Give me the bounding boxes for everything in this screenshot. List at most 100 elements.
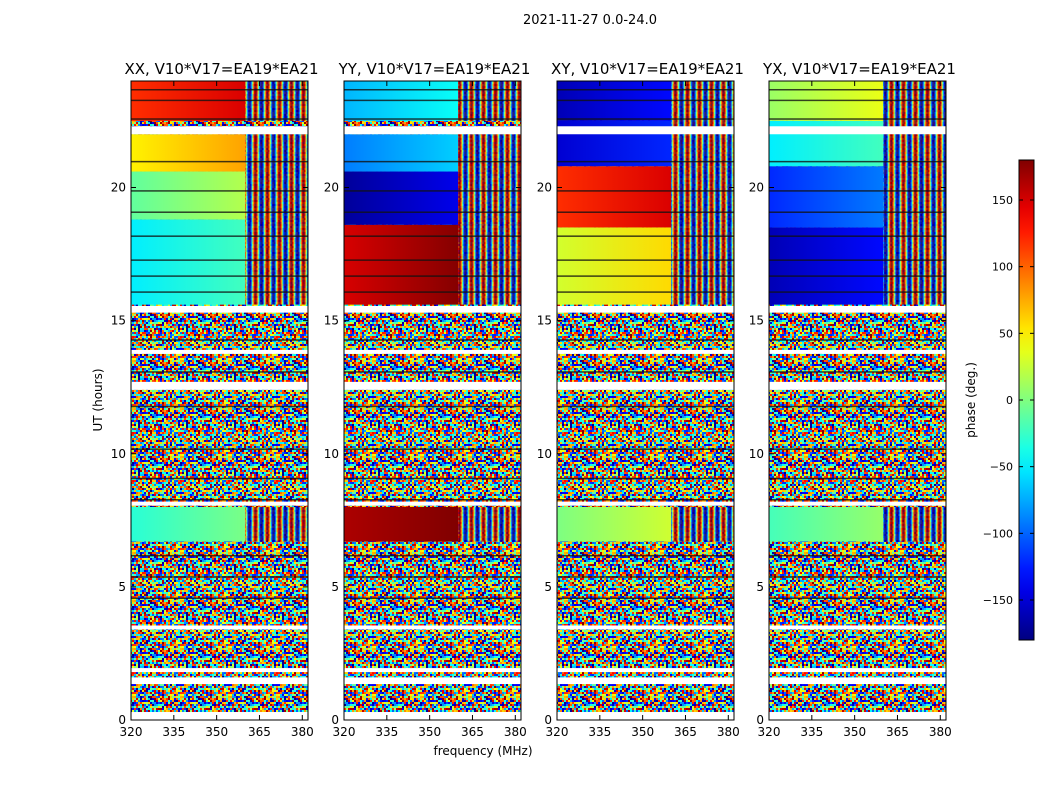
flag-line	[557, 597, 734, 600]
flag-line	[557, 99, 734, 102]
colorbar-tick-label: −50	[990, 461, 1013, 474]
x-tick-label: 320	[546, 725, 569, 739]
y-tick-label: 10	[111, 447, 126, 461]
fringe-region	[458, 134, 521, 172]
fringe-region	[671, 507, 734, 542]
y-tick-label: 10	[537, 447, 552, 461]
flag-line	[344, 554, 521, 557]
y-tick-label: 0	[331, 713, 339, 727]
panel-title: XY, V10*V17=EA19*EA21	[551, 60, 744, 78]
coherent-block	[131, 507, 246, 542]
flag-line	[769, 554, 946, 557]
flag-line	[769, 339, 946, 341]
data-gap	[344, 677, 521, 685]
y-tick-label: 15	[111, 314, 126, 328]
data-gap	[344, 668, 521, 673]
data-gap	[769, 381, 946, 390]
panel-2: YY, V10*V17=EA19*EA21 320 335 350 365 380 0 5 10…	[324, 60, 531, 739]
y-tick-label: 20	[537, 181, 552, 195]
x-tick-label: 335	[375, 725, 398, 739]
y-tick-label: 5	[118, 580, 126, 594]
flag-line	[769, 160, 946, 163]
data-gap	[557, 712, 734, 720]
coherent-block	[131, 134, 246, 172]
flag-line	[557, 190, 734, 192]
flag-line	[344, 88, 521, 91]
x-tick-label: 365	[674, 725, 697, 739]
flag-line	[769, 477, 946, 480]
y-tick-label: 5	[331, 580, 339, 594]
flag-line	[131, 211, 308, 213]
flag-line	[557, 554, 734, 557]
y-tick-label: 0	[118, 713, 126, 727]
fringe-region	[671, 227, 734, 305]
flag-line	[769, 235, 946, 237]
x-tick-label: 350	[205, 725, 228, 739]
coherent-block	[769, 227, 884, 305]
fringe-region	[883, 507, 946, 542]
flag-line	[557, 275, 734, 277]
flag-line	[131, 339, 308, 341]
fringe-region	[245, 219, 308, 305]
flag-line	[557, 576, 734, 578]
flag-line	[131, 597, 308, 600]
flag-line	[344, 499, 521, 501]
x-tick-label: 335	[588, 725, 611, 739]
flag-line	[344, 160, 521, 163]
flag-line	[131, 477, 308, 480]
y-tick-label: 15	[749, 314, 764, 328]
flag-line	[344, 597, 521, 600]
colorbar-tick-label: 50	[999, 327, 1013, 340]
flag-line	[131, 499, 308, 501]
x-tick-label: 320	[120, 725, 143, 739]
y-tick-label: 15	[537, 314, 552, 328]
fringe-region	[245, 507, 308, 542]
y-tick-label: 0	[544, 713, 552, 727]
x-tick-label: 350	[418, 725, 441, 739]
data-gap	[344, 381, 521, 390]
flag-line	[557, 499, 734, 501]
x-axis-label: frequency (MHz)	[433, 744, 532, 758]
flag-line	[131, 118, 308, 120]
flag-line	[344, 235, 521, 237]
data-gap	[769, 305, 946, 313]
data-gap	[769, 126, 946, 135]
flag-line	[344, 211, 521, 213]
data-gap	[769, 668, 946, 673]
data-gap	[131, 625, 308, 630]
flag-line	[557, 235, 734, 237]
flag-line	[557, 88, 734, 91]
coherent-block	[344, 171, 459, 225]
x-tick-label: 320	[758, 725, 781, 739]
x-tick-label: 380	[717, 725, 740, 739]
flag-line	[769, 576, 946, 578]
y-tick-label: 0	[756, 713, 764, 727]
y-tick-label: 20	[749, 181, 764, 195]
panel-title: XX, V10*V17=EA19*EA21	[124, 60, 318, 78]
data-gap	[557, 625, 734, 630]
colorbar-tick-label: 0	[1006, 394, 1013, 407]
y-tick-label: 5	[756, 580, 764, 594]
data-gap	[131, 381, 308, 390]
flag-line	[131, 448, 308, 450]
flag-line	[131, 190, 308, 192]
data-gap	[769, 712, 946, 720]
data-gap	[344, 126, 521, 135]
panel-title: YY, V10*V17=EA19*EA21	[338, 60, 531, 78]
flag-line	[557, 211, 734, 213]
flag-line	[344, 576, 521, 578]
data-gap	[769, 625, 946, 630]
fringe-region	[883, 166, 946, 228]
flag-line	[344, 190, 521, 192]
panel-4: YX, V10*V17=EA19*EA21 320 335 350 365 380 0 5 10…	[749, 60, 956, 739]
colorbar-tick-label: −150	[983, 594, 1013, 607]
x-tick-label: 350	[631, 725, 654, 739]
axes-frame	[556, 80, 735, 721]
data-gap	[769, 677, 946, 685]
flag-line	[131, 235, 308, 237]
data-gap	[344, 305, 521, 313]
flag-line	[557, 118, 734, 120]
colorbar-tick-label: −100	[983, 527, 1013, 540]
flag-line	[769, 275, 946, 277]
flag-line	[769, 371, 946, 373]
